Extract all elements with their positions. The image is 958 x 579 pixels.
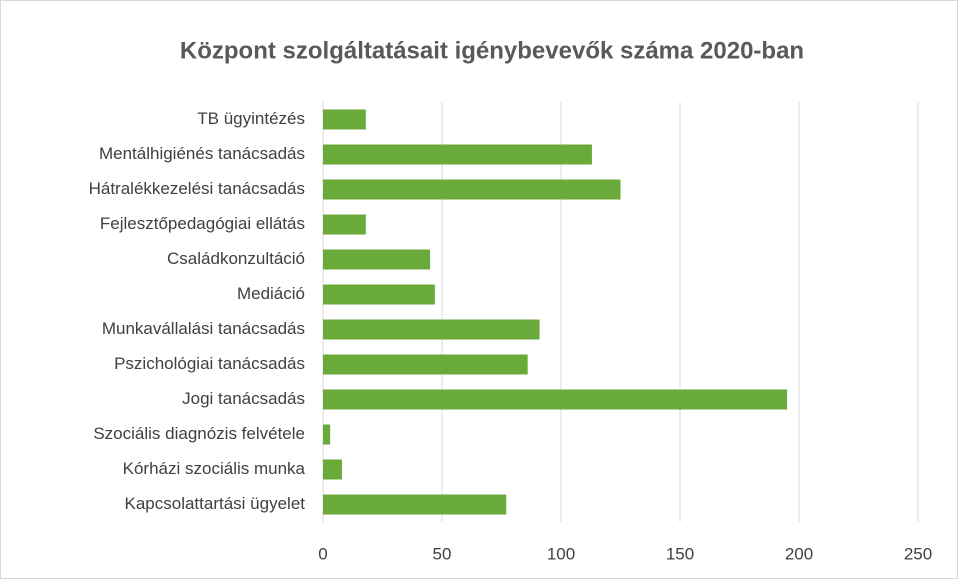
bar xyxy=(323,144,592,165)
y-tick-label: Szociális diagnózis felvétele xyxy=(93,424,305,443)
y-tick-label: TB ügyintézés xyxy=(197,109,305,128)
x-tick-label: 0 xyxy=(318,544,327,563)
chart-title: Központ szolgáltatásait igénybevevők szá… xyxy=(180,37,804,64)
y-tick-label: Munkavállalási tanácsadás xyxy=(102,319,305,338)
y-tick-label: Mentálhigiénés tanácsadás xyxy=(99,144,305,163)
x-tick-label: 200 xyxy=(785,544,813,563)
bar xyxy=(323,284,435,305)
x-tick-label: 100 xyxy=(547,544,575,563)
x-tick-label: 250 xyxy=(904,544,932,563)
bar xyxy=(323,459,343,480)
bar xyxy=(323,494,507,515)
bar xyxy=(323,214,366,235)
bar xyxy=(323,109,366,130)
y-tick-label: Fejlesztőpedagógiai ellátás xyxy=(100,214,305,233)
x-tick-label: 150 xyxy=(666,544,694,563)
y-tick-label: Kórházi szociális munka xyxy=(123,459,306,478)
bar xyxy=(323,354,528,375)
bar xyxy=(323,389,788,410)
bar xyxy=(323,249,431,270)
bar xyxy=(323,319,540,340)
bar xyxy=(323,424,331,445)
y-tick-label: Pszichológiai tanácsadás xyxy=(114,354,305,373)
y-tick-label: Kapcsolattartási ügyelet xyxy=(125,494,306,513)
y-tick-label: Hátralékkezelési tanácsadás xyxy=(89,179,305,198)
y-tick-label: Mediáció xyxy=(237,284,305,303)
y-tick-label: Családkonzultáció xyxy=(167,249,305,268)
x-tick-label: 50 xyxy=(433,544,452,563)
bar xyxy=(323,179,621,200)
y-tick-label: Jogi tanácsadás xyxy=(182,389,305,408)
